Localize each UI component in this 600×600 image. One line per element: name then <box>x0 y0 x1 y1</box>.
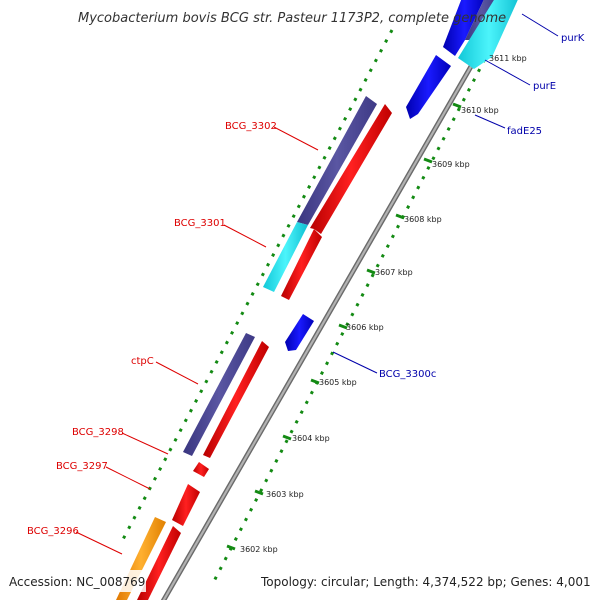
tick-label: 3606 kbp <box>346 323 384 332</box>
tick-label: 3607 kbp <box>375 268 413 277</box>
gene-label-bcg3301[interactable]: BCG_3301 <box>174 218 226 229</box>
feature-ctpc-red[interactable] <box>203 341 269 458</box>
gene-labels-left: BCG_3302 BCG_3301 ctpC BCG_3298 BCG_3297… <box>27 121 277 537</box>
feature-bcg3298-red[interactable] <box>193 462 209 477</box>
tick-label: 3609 kbp <box>432 160 470 169</box>
gene-label-bcg3298[interactable]: BCG_3298 <box>72 427 124 438</box>
features <box>116 0 520 600</box>
gene-label-bcg3297[interactable]: BCG_3297 <box>56 461 108 472</box>
tick-labels: 3611 kbp 3610 kbp 3609 kbp 3608 kbp 3607… <box>240 54 527 554</box>
feature-purk-blue[interactable] <box>443 0 486 56</box>
footer-accession-bg <box>4 570 146 592</box>
tick-rail-left <box>118 29 394 546</box>
callout-lines <box>75 13 559 555</box>
tick-label: 3603 kbp <box>266 490 304 499</box>
genome-backbone <box>160 0 513 600</box>
tick-label: 3610 kbp <box>461 106 499 115</box>
tick-label: 3608 kbp <box>404 215 442 224</box>
gene-label-bcg3300c[interactable]: BCG_3300c <box>379 369 436 380</box>
gene-label-ctpc[interactable]: ctpC <box>131 356 154 367</box>
tick-label: 3604 kbp <box>292 434 330 443</box>
gene-label-purk[interactable]: purK <box>561 33 585 44</box>
footer-summary-bg <box>256 570 596 592</box>
tick-label: 3611 kbp <box>489 54 527 63</box>
gene-label-pure[interactable]: purE <box>533 81 556 92</box>
feature-bcg3300c-blue[interactable] <box>285 314 314 351</box>
feature-pure-cyan[interactable] <box>458 0 520 69</box>
feature-fade25-blue[interactable] <box>406 55 451 119</box>
gene-label-bcg3296[interactable]: BCG_3296 <box>27 526 79 537</box>
feature-ctpc-purple[interactable] <box>183 333 255 456</box>
major-ticks <box>226 55 486 551</box>
tick-label: 3605 kbp <box>319 378 357 387</box>
tick-rail-right <box>210 29 502 586</box>
feature-bcg3297-red[interactable] <box>172 484 200 526</box>
gene-label-fade25[interactable]: fadE25 <box>507 126 542 137</box>
tick-label: 3602 kbp <box>240 545 278 554</box>
feature-bcg3301-red[interactable] <box>281 229 322 300</box>
gene-label-bcg3302[interactable]: BCG_3302 <box>225 121 277 132</box>
feature-bcg3302-red[interactable] <box>310 104 392 234</box>
footer-summary: Topology: circular; Length: 4,374,522 bp… <box>260 575 591 589</box>
map-title: Mycobacterium bovis BCG str. Pasteur 117… <box>78 11 506 26</box>
feature-bcg3296-red[interactable] <box>137 526 181 600</box>
feature-bcg3301-cyan[interactable] <box>263 222 308 292</box>
gene-labels-right: purK purE fadE25 BCG_3300c <box>379 33 585 380</box>
footer-accession: Accession: NC_008769 <box>9 575 145 589</box>
feature-bcg3302-purple[interactable] <box>297 96 377 225</box>
